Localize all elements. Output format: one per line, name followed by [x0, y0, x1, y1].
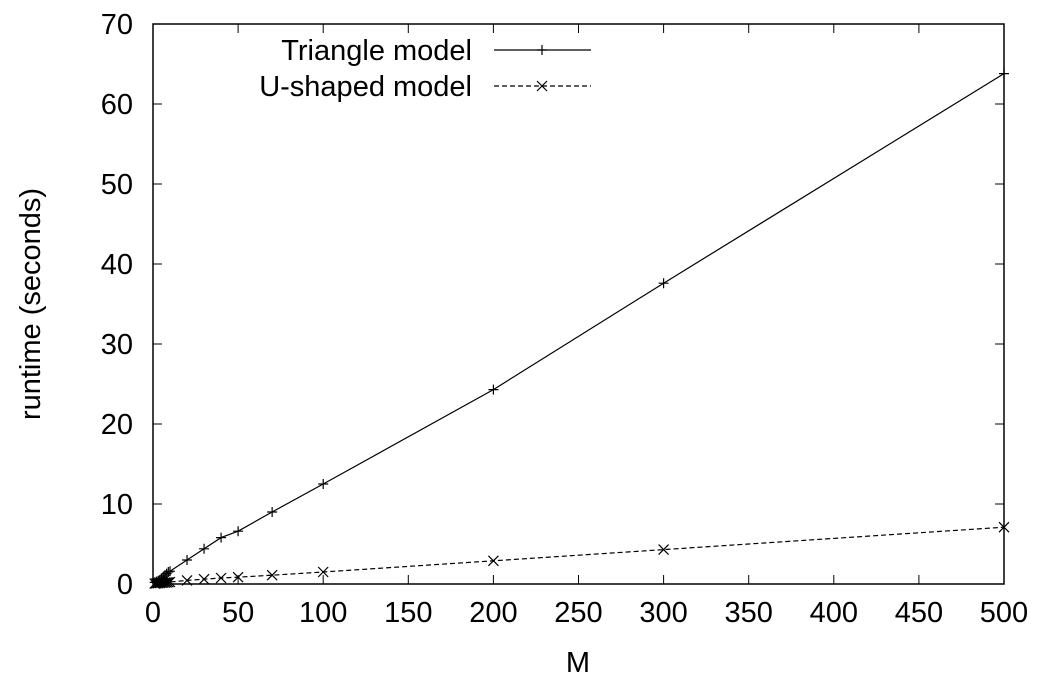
- y-tick-label: 60: [101, 89, 133, 121]
- x-tick-label: 350: [725, 597, 773, 629]
- data-point: [232, 571, 244, 583]
- plot-frame: [152, 23, 1005, 585]
- data-point: [163, 567, 174, 577]
- data-point: [999, 68, 1009, 79]
- data-point: [161, 576, 173, 588]
- data-point: [317, 566, 329, 578]
- data-point: [658, 278, 669, 289]
- y-tick-label: 50: [101, 169, 133, 201]
- data-point: [216, 532, 227, 543]
- legend-item: U-shaped model: [259, 71, 591, 103]
- x-tick-label: 450: [895, 597, 943, 629]
- data-point: [164, 576, 176, 588]
- legend-marker: [537, 45, 547, 55]
- x-tick-label: 300: [639, 597, 687, 629]
- data-point: [199, 543, 210, 554]
- y-tick-label: 30: [101, 329, 133, 361]
- x-tick-label: 50: [222, 597, 254, 629]
- legend-label: Triangle model: [281, 35, 472, 67]
- data-point: [488, 384, 499, 395]
- x-tick-label: 500: [980, 597, 1028, 629]
- data-point: [215, 572, 227, 584]
- y-tick-label: 20: [101, 409, 133, 441]
- series-layer: [149, 68, 1010, 590]
- data-point: [487, 555, 499, 567]
- legend-item: Triangle model: [281, 35, 591, 67]
- data-point: [998, 521, 1010, 533]
- x-tick-label: 100: [299, 597, 347, 629]
- y-tick-label: 40: [101, 249, 133, 281]
- axis-ticks: [152, 23, 1005, 585]
- y-tick-label: 0: [117, 569, 133, 601]
- data-point: [159, 577, 171, 588]
- data-point: [182, 555, 193, 565]
- legend-label: U-shaped model: [259, 71, 472, 103]
- data-point: [198, 573, 210, 585]
- series-line: [154, 526, 1005, 585]
- x-tick-label: 250: [554, 597, 602, 629]
- data-point: [267, 507, 278, 517]
- y-axis-title: runtime (seconds): [15, 188, 47, 420]
- tick-labels: 0 50 100 150 200 250 300 350 400 450 500 0 10 20 30 40 5…: [101, 9, 1028, 629]
- data-point: [658, 544, 670, 556]
- y-tick-label: 10: [101, 489, 133, 521]
- legend-marker: [536, 80, 548, 92]
- x-tick-label: 400: [810, 597, 858, 629]
- data-point: [165, 566, 176, 577]
- series-line: [154, 73, 1005, 583]
- y-tick-label: 70: [101, 9, 133, 41]
- series-u-shaped-model: [149, 521, 1010, 590]
- series-triangle-model: [149, 68, 1009, 588]
- data-point: [318, 479, 329, 489]
- data-point: [233, 526, 244, 537]
- x-tick-label: 200: [469, 597, 517, 629]
- legend: Triangle model U-shaped model: [259, 35, 591, 103]
- data-point: [181, 574, 193, 586]
- x-tick-label: 150: [384, 597, 432, 629]
- data-point: [266, 569, 278, 581]
- data-point: [162, 576, 174, 588]
- x-axis-title: M: [566, 647, 590, 679]
- x-tick-label: 0: [145, 597, 161, 629]
